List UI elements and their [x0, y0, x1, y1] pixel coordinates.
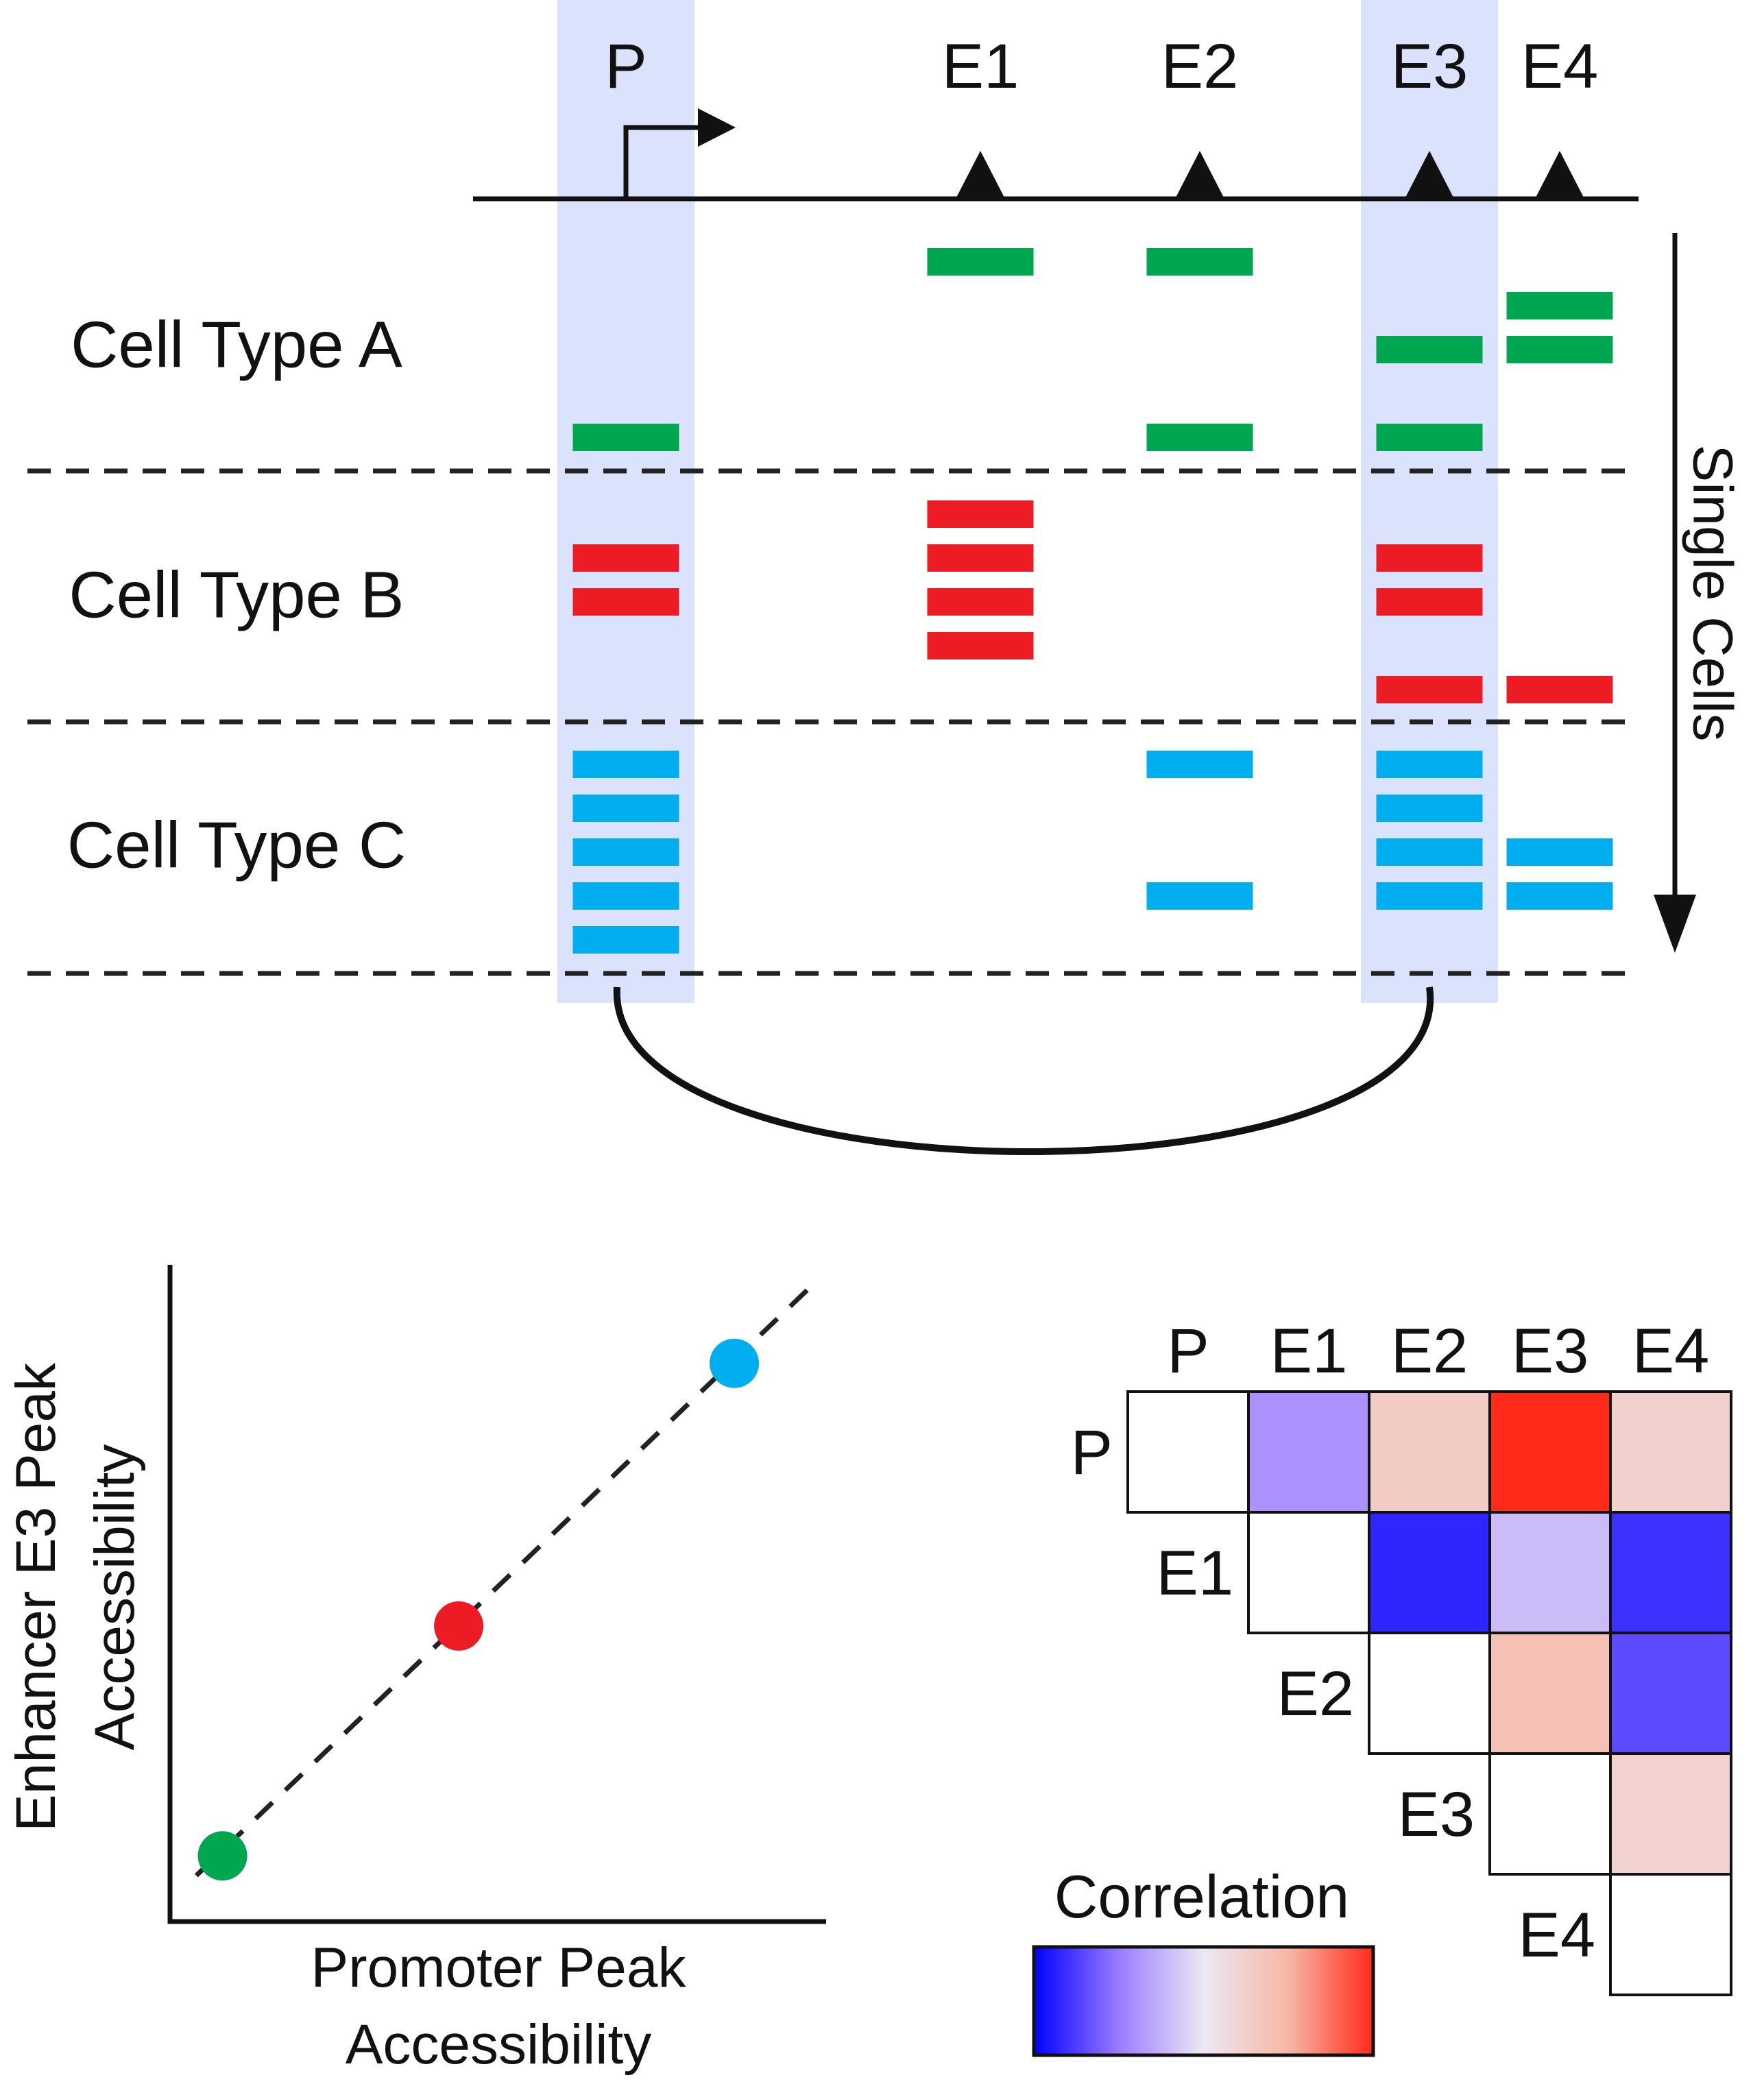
scatter-ylabel-line-2: Accessibility	[84, 1444, 146, 1751]
read-3-e4-2	[1506, 838, 1613, 866]
read-3-e2-3	[1146, 882, 1253, 910]
element-labels: P E1 E2 E3 E4	[605, 32, 1598, 101]
matrix-row-label-e3: E3	[1397, 1780, 1475, 1850]
enhancer-marker-e4	[1535, 151, 1584, 199]
scatter-ylabel-line-1: Enhancer E3 Peak	[5, 1362, 67, 1832]
enhancer-marker-e2	[1175, 151, 1224, 199]
matrix-cell-e1-e3	[1488, 1511, 1612, 1634]
read-3-e3-2	[1376, 838, 1483, 866]
cell-type-labels: Cell Type A Cell Type B Cell Type C	[67, 308, 406, 882]
matrix-cell-e4-e4	[1609, 1873, 1732, 1996]
matrix-cell-p-p	[1126, 1390, 1250, 1514]
genome-track: P E1 E2 E3 E4	[473, 32, 1639, 202]
scatter-axes	[167, 1265, 826, 1924]
read-1-e3-4	[1376, 424, 1483, 451]
read-3-p-1	[572, 795, 679, 822]
element-label-e3: E3	[1391, 32, 1469, 101]
read-2-e3-4	[1376, 676, 1483, 703]
accessibility-reads	[572, 248, 1613, 954]
trend-line	[194, 1283, 815, 1878]
read-1-e4-2	[1506, 336, 1613, 363]
matrix-row-label-e4: E4	[1518, 1900, 1595, 1970]
matrix-col-label-e4: E4	[1632, 1316, 1710, 1386]
read-3-e2-0	[1146, 751, 1253, 778]
scatter-point-a	[197, 1831, 247, 1881]
read-3-e3-0	[1376, 751, 1483, 778]
scatter-xlabel-line-2: Accessibility	[346, 2013, 652, 2076]
read-2-e1-1	[927, 544, 1034, 572]
matrix-cell-e2-e2	[1368, 1632, 1491, 1755]
matrix-col-label-p: P	[1167, 1316, 1209, 1386]
read-1-p-4	[572, 424, 679, 451]
read-2-p-1	[572, 544, 679, 572]
matrix-row-label-p: P	[1071, 1418, 1113, 1488]
read-1-e2-0	[1146, 248, 1253, 276]
read-3-p-2	[572, 838, 679, 866]
read-3-p-3	[572, 882, 679, 910]
read-2-e3-2	[1376, 588, 1483, 616]
read-3-p-4	[572, 926, 679, 954]
arrow-down-icon	[1654, 895, 1696, 953]
read-2-p-2	[572, 588, 679, 616]
matrix-column-labels: P E1 E2 E3 E4	[1167, 1316, 1709, 1386]
read-2-e1-0	[927, 500, 1034, 528]
read-2-e1-3	[927, 632, 1034, 659]
promoter-arrow-icon	[623, 108, 736, 199]
scatter-xlabel-line-1: Promoter Peak	[311, 1937, 687, 1999]
matrix-cell-e3-e4	[1609, 1752, 1732, 1876]
matrix-cell-e2-e4	[1609, 1632, 1732, 1755]
matrix-row-label-e1: E1	[1156, 1538, 1233, 1608]
read-2-e4-4	[1506, 676, 1613, 703]
cell-type-label-2: Cell Type B	[69, 558, 404, 631]
enhancer-marker-e3	[1405, 151, 1454, 199]
element-label-e2: E2	[1161, 32, 1239, 101]
scatter-plot: Promoter Peak Accessibility Enhancer E3 …	[5, 1265, 826, 2076]
read-2-e1-2	[927, 588, 1034, 616]
cell-type-label-3: Cell Type C	[67, 808, 406, 882]
matrix-col-label-e1: E1	[1270, 1316, 1348, 1386]
matrix-cell-e3-e3	[1488, 1752, 1612, 1876]
element-label-e4: E4	[1521, 32, 1599, 101]
single-cells-label: Single Cells	[1681, 445, 1743, 742]
element-label-e1: E1	[942, 32, 1019, 101]
matrix-cells	[1126, 1390, 1732, 1996]
matrix-cell-p-e3	[1488, 1390, 1612, 1514]
read-1-e2-4	[1146, 424, 1253, 451]
matrix-cell-e1-e2	[1368, 1511, 1491, 1634]
read-1-e1-0	[927, 248, 1034, 276]
legend-title: Correlation	[1054, 1863, 1349, 1930]
matrix-cell-e1-e4	[1609, 1511, 1732, 1634]
element-label-p: P	[605, 32, 647, 101]
matrix-cell-p-e2	[1368, 1390, 1491, 1514]
enhancer-marker-e1	[956, 151, 1005, 199]
correlation-legend: Correlation	[1032, 1863, 1375, 2057]
cell-type-label-1: Cell Type A	[71, 308, 402, 381]
read-1-e3-2	[1376, 336, 1483, 363]
read-3-e3-1	[1376, 795, 1483, 822]
matrix-cell-e1-e1	[1247, 1511, 1370, 1634]
legend-colorbar	[1032, 1945, 1375, 2057]
promoter-enhancer-link	[613, 986, 1434, 1155]
read-1-e4-1	[1506, 292, 1613, 319]
enhancer-markers	[956, 151, 1584, 199]
matrix-cell-p-e1	[1247, 1390, 1370, 1514]
matrix-cell-p-e4	[1609, 1390, 1732, 1514]
read-3-e4-3	[1506, 882, 1613, 910]
matrix-col-label-e3: E3	[1512, 1316, 1589, 1386]
read-3-e3-3	[1376, 882, 1483, 910]
matrix-col-label-e2: E2	[1391, 1316, 1469, 1386]
matrix-cell-e2-e3	[1488, 1632, 1612, 1755]
read-3-p-0	[572, 751, 679, 778]
matrix-row-label-e2: E2	[1277, 1659, 1354, 1729]
scatter-point-c	[710, 1338, 760, 1388]
scatter-points	[197, 1338, 760, 1881]
scatter-point-b	[434, 1601, 484, 1651]
correlation-matrix: P E1 E2 E3 E4 P E1 E2 E3 E4	[1071, 1316, 1732, 1996]
read-2-e3-1	[1376, 544, 1483, 572]
single-cells-axis: Single Cells	[1654, 233, 1743, 953]
matrix-row-labels: P E1 E2 E3 E4	[1071, 1418, 1595, 1970]
